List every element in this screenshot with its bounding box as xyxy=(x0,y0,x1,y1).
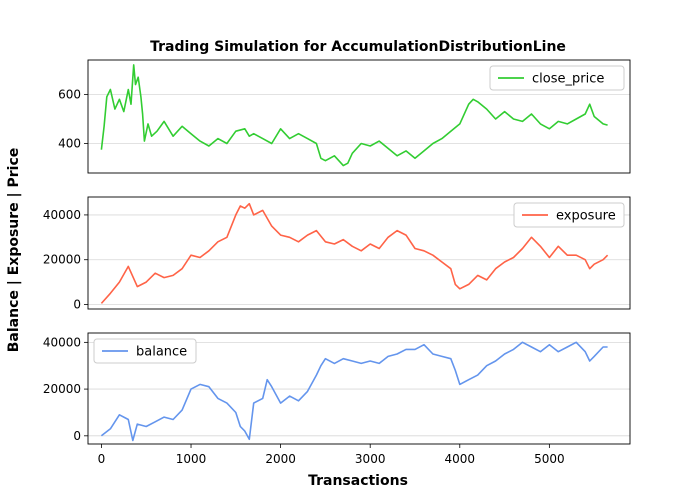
y-tick-label: 40000 xyxy=(43,335,81,349)
y-tick-label: 600 xyxy=(58,87,81,101)
plot-frame xyxy=(87,59,631,174)
chart-title: Trading Simulation for AccumulationDistr… xyxy=(150,39,566,55)
series-line-exposure xyxy=(100,202,609,304)
y-tick-label: 20000 xyxy=(43,382,81,396)
legend-label: balance xyxy=(136,345,187,360)
panel-exposure: 0 20000 40000 exposure xyxy=(43,196,631,312)
plot-frame xyxy=(87,196,631,310)
legend: close_price xyxy=(489,65,625,91)
y-tick-label: 20000 xyxy=(43,253,81,267)
y-tick-label: 400 xyxy=(58,137,81,151)
legend-box xyxy=(513,202,625,228)
series-line-close_price xyxy=(100,64,608,167)
plot-frame xyxy=(87,332,631,445)
legend: exposure xyxy=(513,202,625,228)
x-tick-label: 2000 xyxy=(265,452,296,466)
x-tick-label: 3000 xyxy=(355,452,386,466)
panel-close_price: 400 600 close_price xyxy=(58,59,631,174)
x-tick-label: 4000 xyxy=(445,452,476,466)
legend-label: exposure xyxy=(556,209,616,224)
x-tick-label: 0 xyxy=(98,452,106,466)
y-axis-label: Balance | Exposure | Price xyxy=(6,148,22,353)
y-tick-label: 0 xyxy=(73,429,81,443)
series-line-balance xyxy=(100,341,608,442)
legend-label: close_price xyxy=(532,72,604,87)
y-tick-label: 40000 xyxy=(43,208,81,222)
x-axis-label: Transactions xyxy=(308,473,408,489)
legend: balance xyxy=(93,338,197,364)
legend-box xyxy=(93,338,197,364)
x-tick-label: 5000 xyxy=(534,452,565,466)
legend-box xyxy=(489,65,625,91)
panel-balance: 0 20000 40000 balance 0 1000 2000 3000 4000 5000 xyxy=(43,332,631,466)
x-tick-label: 1000 xyxy=(176,452,207,466)
y-tick-label: 0 xyxy=(73,298,81,312)
